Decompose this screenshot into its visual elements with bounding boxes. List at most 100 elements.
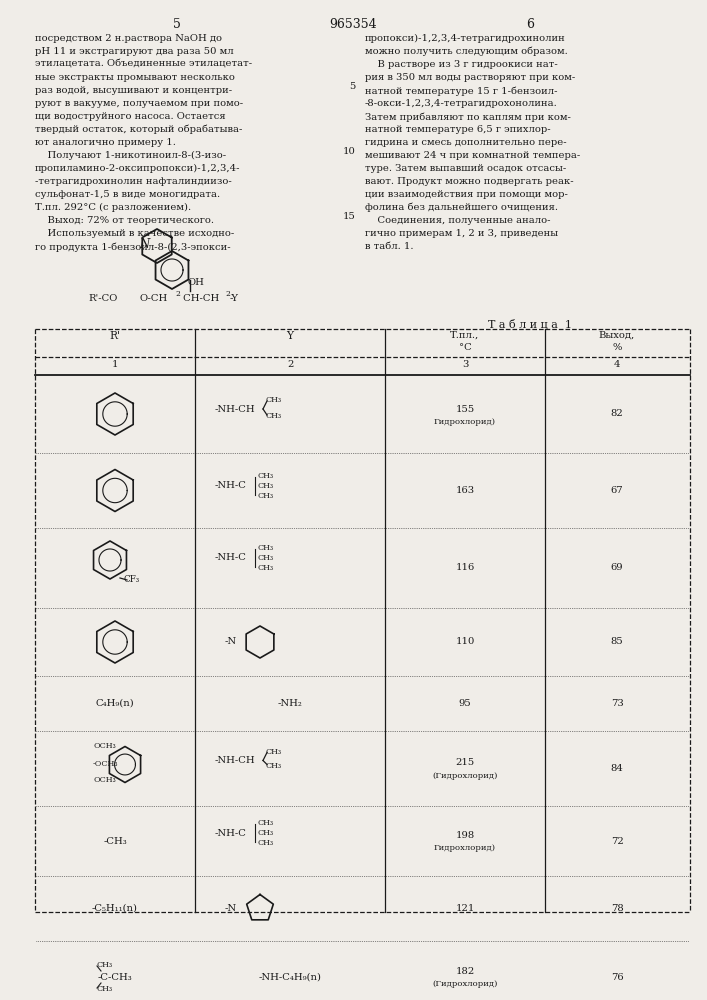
Text: R'-CO: R'-CO xyxy=(88,294,117,303)
Text: R': R' xyxy=(110,331,120,341)
Text: CH₃: CH₃ xyxy=(257,472,273,480)
Text: посредством 2 н.раствора NaOH до: посредством 2 н.раствора NaOH до xyxy=(35,34,222,43)
Text: (Гидрохлорид): (Гидрохлорид) xyxy=(432,772,498,780)
Text: CH₃: CH₃ xyxy=(257,544,273,552)
Text: Т.пл.,: Т.пл., xyxy=(450,331,479,340)
Text: 69: 69 xyxy=(611,564,624,572)
Text: ют аналогично примеру 1.: ют аналогично примеру 1. xyxy=(35,138,176,147)
Text: CH₃: CH₃ xyxy=(257,554,273,562)
Text: -NH-CH: -NH-CH xyxy=(215,404,256,414)
Text: OCH₃: OCH₃ xyxy=(93,742,116,750)
Text: %: % xyxy=(612,343,621,352)
Text: 5: 5 xyxy=(173,18,181,31)
Text: °C: °C xyxy=(459,343,472,352)
Text: CH₃: CH₃ xyxy=(257,491,273,499)
Text: 965354: 965354 xyxy=(329,18,377,31)
Text: C₄H₉(n): C₄H₉(n) xyxy=(95,699,134,708)
Text: рия в 350 мл воды растворяют при ком-: рия в 350 мл воды растворяют при ком- xyxy=(365,73,575,82)
Text: Т.пл. 292°С (с разложением).: Т.пл. 292°С (с разложением). xyxy=(35,203,191,212)
Text: можно получить следующим образом.: можно получить следующим образом. xyxy=(365,47,568,56)
Text: этилацетата. Объединенные этилацетат-: этилацетата. Объединенные этилацетат- xyxy=(35,60,252,69)
Text: 182: 182 xyxy=(455,966,474,976)
Text: CH₃: CH₃ xyxy=(257,829,273,837)
Text: пропиламино-2-оксипропокси)-1,2,3,4-: пропиламино-2-оксипропокси)-1,2,3,4- xyxy=(35,164,240,173)
Text: CH₃: CH₃ xyxy=(257,839,273,847)
Text: натной температуре 6,5 г эпихлор-: натной температуре 6,5 г эпихлор- xyxy=(365,125,551,134)
Text: 1: 1 xyxy=(112,360,118,369)
Text: 121: 121 xyxy=(455,904,474,913)
Text: -N: -N xyxy=(225,638,237,647)
Text: Получают 1-никотиноил-8-(3-изо-: Получают 1-никотиноил-8-(3-изо- xyxy=(35,151,226,160)
Text: CH₃: CH₃ xyxy=(97,985,113,993)
Text: -NH-C₄H₉(n): -NH-C₄H₉(n) xyxy=(259,972,322,982)
Text: 163: 163 xyxy=(455,486,474,495)
Text: ные экстракты промывают несколько: ные экстракты промывают несколько xyxy=(35,73,235,82)
Text: -NH-C: -NH-C xyxy=(215,828,247,838)
Text: 67: 67 xyxy=(611,486,624,495)
Text: -NH₂: -NH₂ xyxy=(278,699,303,708)
Text: CH₃: CH₃ xyxy=(257,482,273,489)
Text: 155: 155 xyxy=(455,404,474,414)
Text: OCH₃: OCH₃ xyxy=(93,776,116,784)
Text: N: N xyxy=(139,238,149,251)
Text: Выход,: Выход, xyxy=(599,331,635,340)
Text: 85: 85 xyxy=(611,638,624,647)
Text: CF₃: CF₃ xyxy=(123,576,139,584)
Text: 2: 2 xyxy=(225,290,230,298)
Text: фолина без дальнейшего очищения.: фолина без дальнейшего очищения. xyxy=(365,203,558,213)
Text: CH₃: CH₃ xyxy=(97,961,113,969)
Text: гично примерам 1, 2 и 3, приведены: гично примерам 1, 2 и 3, приведены xyxy=(365,229,558,238)
Text: щи водоструйного насоса. Остается: щи водоструйного насоса. Остается xyxy=(35,112,226,121)
Text: пропокси)-1,2,3,4-тетрагидрохинолин: пропокси)-1,2,3,4-тетрагидрохинолин xyxy=(365,34,566,43)
Text: в табл. 1.: в табл. 1. xyxy=(365,242,414,251)
Text: сульфонат-1,5 в виде моногидрата.: сульфонат-1,5 в виде моногидрата. xyxy=(35,190,220,199)
Text: -NH-C: -NH-C xyxy=(215,554,247,562)
Text: OH: OH xyxy=(187,278,204,287)
Text: -NH-C: -NH-C xyxy=(215,481,247,490)
Text: -NH-CH: -NH-CH xyxy=(215,756,256,765)
Text: Затем прибавляют по каплям при ком-: Затем прибавляют по каплям при ком- xyxy=(365,112,571,121)
Text: В растворе из 3 г гидроокиси нат-: В растворе из 3 г гидроокиси нат- xyxy=(365,60,558,69)
Text: гидрина и смесь дополнительно пере-: гидрина и смесь дополнительно пере- xyxy=(365,138,566,147)
Text: вают. Продукт можно подвергать реак-: вают. Продукт можно подвергать реак- xyxy=(365,177,573,186)
Text: pH 11 и экстрагируют два раза 50 мл: pH 11 и экстрагируют два раза 50 мл xyxy=(35,47,233,56)
Text: Выход: 72% от теоретического.: Выход: 72% от теоретического. xyxy=(35,216,214,225)
Text: раз водой, высушивают и концентри-: раз водой, высушивают и концентри- xyxy=(35,86,232,95)
Text: -N: -N xyxy=(225,904,237,913)
Text: 15: 15 xyxy=(343,212,356,221)
Text: Гидрохлорид): Гидрохлорид) xyxy=(434,418,496,426)
Text: CH₃: CH₃ xyxy=(265,396,281,404)
Text: Используемый в качестве исходно-: Используемый в качестве исходно- xyxy=(35,229,234,238)
Text: -тетрагидрохинолин нафталиндиизо-: -тетрагидрохинолин нафталиндиизо- xyxy=(35,177,232,186)
Text: -C₅H₁₁(n): -C₅H₁₁(n) xyxy=(92,904,138,913)
Text: ции взаимодействия при помощи мор-: ции взаимодействия при помощи мор- xyxy=(365,190,568,199)
Text: O-CH: O-CH xyxy=(140,294,168,303)
Text: 72: 72 xyxy=(611,836,624,846)
Text: 2: 2 xyxy=(175,290,180,298)
Text: твердый остаток, который обрабатыва-: твердый остаток, который обрабатыва- xyxy=(35,125,243,134)
Text: 4: 4 xyxy=(614,360,620,369)
Text: 2: 2 xyxy=(287,360,293,369)
Text: CH₃: CH₃ xyxy=(265,412,281,420)
Text: 116: 116 xyxy=(455,564,474,572)
Text: 10: 10 xyxy=(343,147,356,156)
Text: натной температуре 15 г 1-бензоил-: натной температуре 15 г 1-бензоил- xyxy=(365,86,558,96)
Text: туре. Затем выпавший осадок отсасы-: туре. Затем выпавший осадок отсасы- xyxy=(365,164,566,173)
Text: руют в вакууме, получаемом при помо-: руют в вакууме, получаемом при помо- xyxy=(35,99,243,108)
Text: 3: 3 xyxy=(462,360,468,369)
Text: CH₃: CH₃ xyxy=(257,819,273,827)
Text: 6: 6 xyxy=(526,18,534,31)
Text: 95: 95 xyxy=(459,699,472,708)
Text: -8-окси-1,2,3,4-тетрагидрохонолина.: -8-окси-1,2,3,4-тетрагидрохонолина. xyxy=(365,99,558,108)
Text: -Y: -Y xyxy=(230,294,239,303)
Text: Соединения, полученные анало-: Соединения, полученные анало- xyxy=(365,216,551,225)
Text: го продукта 1-бензоил-8-(2,3-эпокси-: го продукта 1-бензоил-8-(2,3-эпокси- xyxy=(35,242,230,251)
Text: CH₃: CH₃ xyxy=(265,762,281,770)
Text: 84: 84 xyxy=(611,764,624,773)
Text: CH₃: CH₃ xyxy=(265,748,281,756)
Text: -OCH₃: -OCH₃ xyxy=(93,760,119,768)
Text: CH₃: CH₃ xyxy=(257,564,273,572)
Text: 5: 5 xyxy=(350,82,356,91)
Text: мешивают 24 ч при комнатной темпера-: мешивают 24 ч при комнатной темпера- xyxy=(365,151,580,160)
Text: 78: 78 xyxy=(611,904,624,913)
